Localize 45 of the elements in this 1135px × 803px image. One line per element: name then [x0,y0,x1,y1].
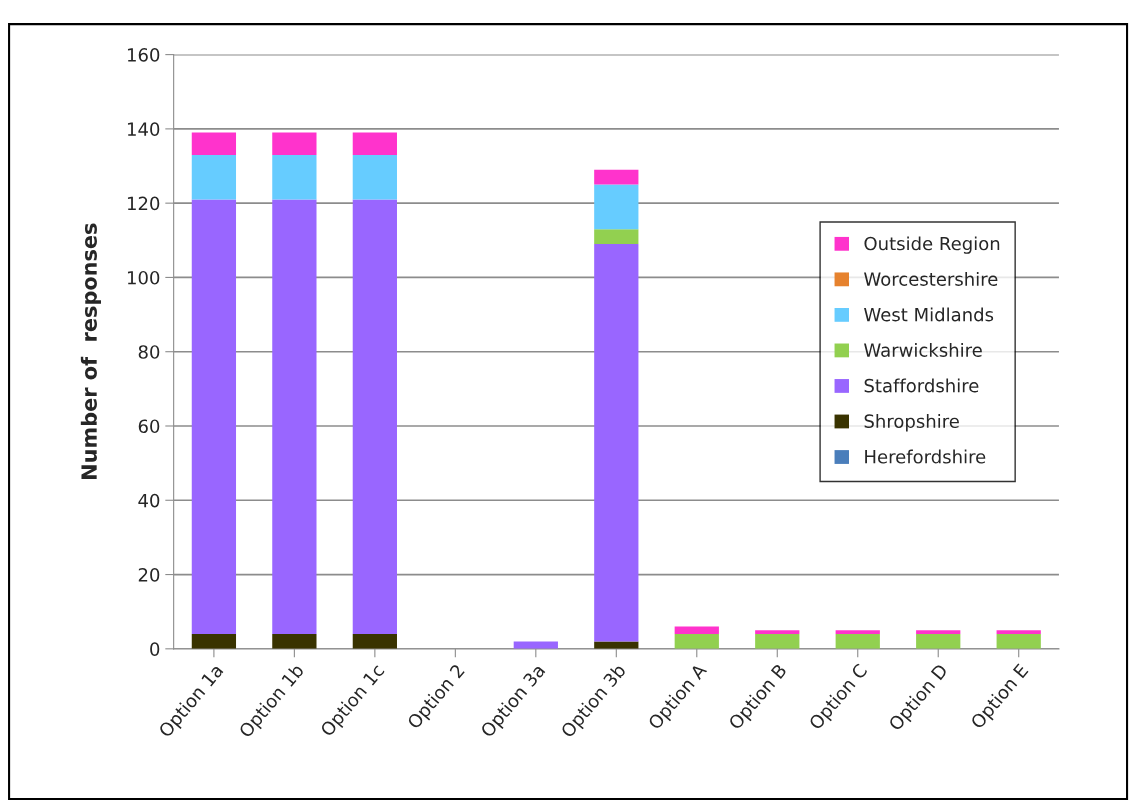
legend-label: Worcestershire [864,271,998,286]
legend-label: Herefordshire [865,449,986,464]
bar [594,641,639,649]
y-tick-label: 120 [127,196,160,211]
y-tick-label: 140 [127,122,160,136]
bar [755,630,800,634]
bar [674,626,719,634]
bar [191,132,237,155]
bar [272,154,317,200]
bar [352,199,397,634]
legend-label: Staffordshire [864,378,979,393]
legend-label: Shropshire [864,414,959,432]
y-tick-label: 80 [138,345,160,359]
bar [916,630,961,634]
bar [674,633,719,649]
bar [594,169,639,185]
bar [352,132,397,155]
bar [272,633,317,649]
bar [513,641,558,649]
y-tick-label: 160 [127,48,160,62]
bar [996,633,1041,649]
y-axis-title: Number of responses [80,223,101,479]
bar [594,229,639,245]
bar [755,633,800,649]
y-tick-label: 60 [138,419,160,434]
y-tick-label: 100 [127,270,160,285]
legend-label: Warwickshire [864,342,982,357]
bar [272,199,317,634]
bar [594,244,639,642]
bar [352,633,397,649]
legend-label: Outside Region [864,236,1000,254]
legend-label: West Midlands [864,307,994,322]
bar [272,132,317,155]
bar [191,199,237,634]
bar [191,154,237,200]
bar [996,630,1041,634]
y-tick-label: 0 [150,642,160,656]
bar [835,630,880,634]
y-tick-label: 40 [138,493,160,508]
y-tick-label: 20 [138,568,160,582]
bar [594,184,639,230]
bar [835,633,880,649]
bar [191,633,237,649]
bar [352,154,397,200]
bar [916,633,961,649]
